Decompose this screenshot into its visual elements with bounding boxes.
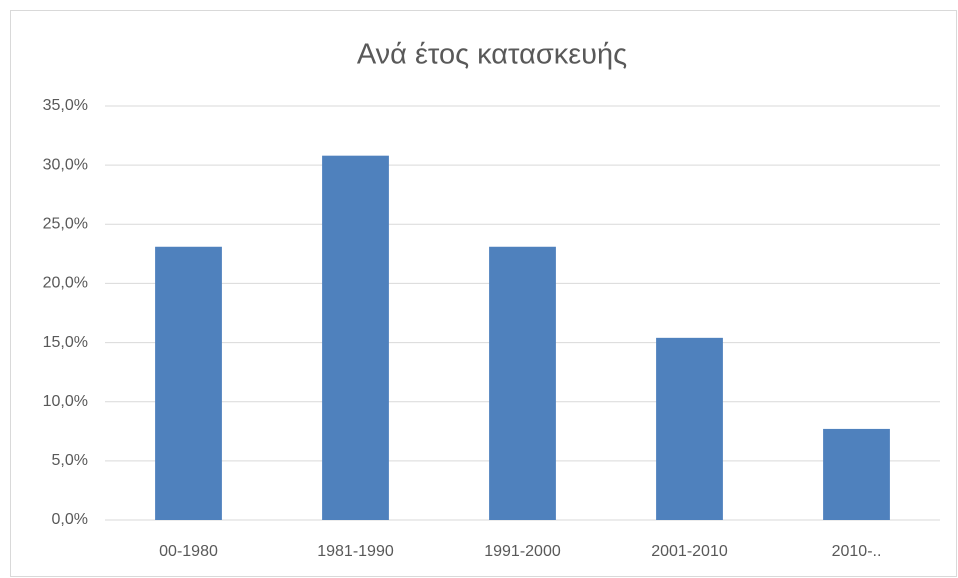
x-tick-label: 1991-2000 <box>484 543 561 560</box>
y-tick-label: 30,0% <box>43 156 88 173</box>
bar <box>656 337 723 520</box>
bar <box>489 246 556 520</box>
bar <box>322 155 389 520</box>
x-tick-label: 1981-1990 <box>317 543 394 560</box>
bar <box>823 428 890 520</box>
y-tick-label: 35,0% <box>43 97 88 114</box>
y-tick-label: 0,0% <box>52 511 88 528</box>
y-tick-label: 5,0% <box>52 452 88 469</box>
x-tick-label: 2001-2010 <box>651 543 728 560</box>
y-tick-label: 25,0% <box>43 216 88 233</box>
y-tick-label: 15,0% <box>43 334 88 351</box>
chart-title: Ανά έτος κατασκευής <box>357 39 627 71</box>
x-tick-label: 2010-.. <box>832 543 882 560</box>
y-tick-label: 10,0% <box>43 393 88 410</box>
y-tick-label: 20,0% <box>43 275 88 292</box>
bar <box>155 246 222 520</box>
chart-frame <box>10 10 957 577</box>
x-tick-label: 00-1980 <box>159 543 218 560</box>
